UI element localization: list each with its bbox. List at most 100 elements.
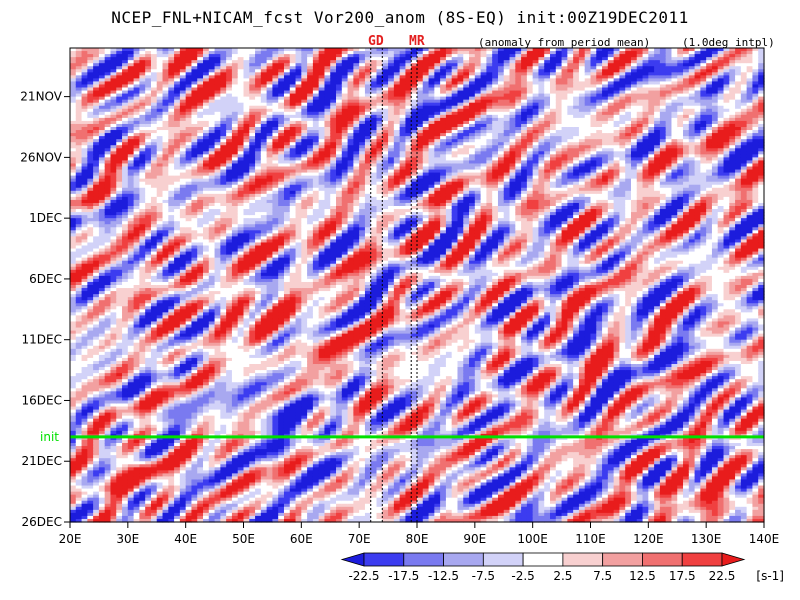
- field-cell: [70, 230, 77, 234]
- field-cell: [98, 257, 106, 262]
- field-cell: [93, 354, 100, 359]
- field-cell: [93, 248, 100, 253]
- field-cell: [98, 357, 106, 362]
- field-cell: [81, 509, 88, 514]
- vorticity-field: [70, 48, 765, 523]
- field-cell: [81, 151, 88, 155]
- field-cell: [98, 142, 106, 146]
- field-cell: [93, 427, 100, 432]
- field-cell: [81, 391, 88, 395]
- field-cell: [81, 81, 88, 86]
- field-cell: [75, 215, 83, 219]
- field-cell: [110, 367, 117, 371]
- field-cell: [87, 160, 94, 165]
- field-cell: [93, 461, 100, 465]
- field-cell: [93, 424, 100, 429]
- field-cell: [104, 415, 112, 420]
- field-cell: [104, 190, 112, 195]
- field-cell: [81, 148, 88, 152]
- field-cell: [110, 412, 117, 417]
- field-cell: [75, 470, 83, 474]
- field-cell: [81, 345, 88, 350]
- field-cell: [93, 60, 100, 64]
- field-cell: [98, 87, 106, 92]
- field-cell: [81, 503, 88, 508]
- field-cell: [70, 278, 77, 283]
- field-cell: [81, 133, 88, 137]
- field-cell: [81, 385, 88, 389]
- field-cell: [87, 339, 94, 344]
- field-cell: [98, 245, 106, 250]
- field-cell: [81, 485, 88, 490]
- field-cell: [81, 500, 88, 505]
- field-cell: [110, 424, 117, 429]
- field-cell: [75, 345, 83, 350]
- field-cell: [81, 202, 88, 207]
- field-cell: [93, 175, 100, 180]
- field-cell: [87, 57, 94, 61]
- field-cell: [104, 294, 112, 298]
- field-cell: [104, 339, 112, 344]
- field-cell: [81, 285, 88, 289]
- field-cell: [110, 75, 117, 79]
- field-cell: [75, 485, 83, 490]
- field-cell: [110, 136, 117, 140]
- field-cell: [81, 449, 88, 453]
- field-cell: [70, 509, 77, 514]
- field-cell: [81, 181, 88, 186]
- field-cell: [104, 297, 112, 301]
- field-cell: [75, 436, 83, 441]
- field-cell: [104, 333, 112, 338]
- field-cell: [98, 297, 106, 301]
- field-cell: [75, 476, 83, 481]
- field-cell: [81, 120, 88, 125]
- field-cell: [87, 263, 94, 268]
- field-cell: [87, 251, 94, 256]
- field-cell: [98, 215, 106, 219]
- field-cell: [93, 96, 100, 101]
- field-cell: [70, 351, 77, 356]
- field-cell: [98, 269, 106, 274]
- field-cell: [104, 412, 112, 417]
- field-cell: [110, 436, 117, 441]
- field-cell: [98, 318, 106, 323]
- field-cell: [87, 370, 94, 374]
- field-cell: [70, 127, 77, 131]
- field-cell: [104, 248, 112, 253]
- field-cell: [70, 145, 77, 149]
- field-cell: [70, 470, 77, 474]
- field-cell: [75, 236, 83, 241]
- field-cell: [75, 266, 83, 271]
- field-cell: [81, 430, 88, 435]
- field-cell: [104, 139, 112, 143]
- field-cell: [75, 272, 83, 277]
- field-cell: [70, 330, 77, 335]
- field-cell: [93, 263, 100, 268]
- field-cell: [98, 415, 106, 420]
- field-cell: [70, 336, 77, 341]
- field-cell: [87, 72, 94, 76]
- field-cell: [75, 130, 83, 134]
- field-cell: [110, 105, 117, 110]
- field-cell: [70, 248, 77, 253]
- field-cell: [81, 394, 88, 399]
- field-cell: [93, 379, 100, 383]
- field-cell: [98, 339, 106, 344]
- field-cell: [75, 467, 83, 471]
- field-cell: [70, 312, 77, 316]
- field-cell: [87, 479, 94, 484]
- field-cell: [87, 324, 94, 329]
- field-cell: [75, 72, 83, 76]
- field-cell: [75, 357, 83, 362]
- field-cell: [110, 385, 117, 389]
- field-cell: [93, 72, 100, 76]
- field-cell: [104, 202, 112, 207]
- field-cell: [110, 278, 117, 283]
- field-cell: [93, 364, 100, 368]
- field-cell: [93, 418, 100, 423]
- field-cell: [98, 455, 106, 459]
- field-cell: [87, 84, 94, 89]
- field-cell: [98, 379, 106, 383]
- field-cell: [87, 172, 94, 177]
- field-cell: [98, 221, 106, 225]
